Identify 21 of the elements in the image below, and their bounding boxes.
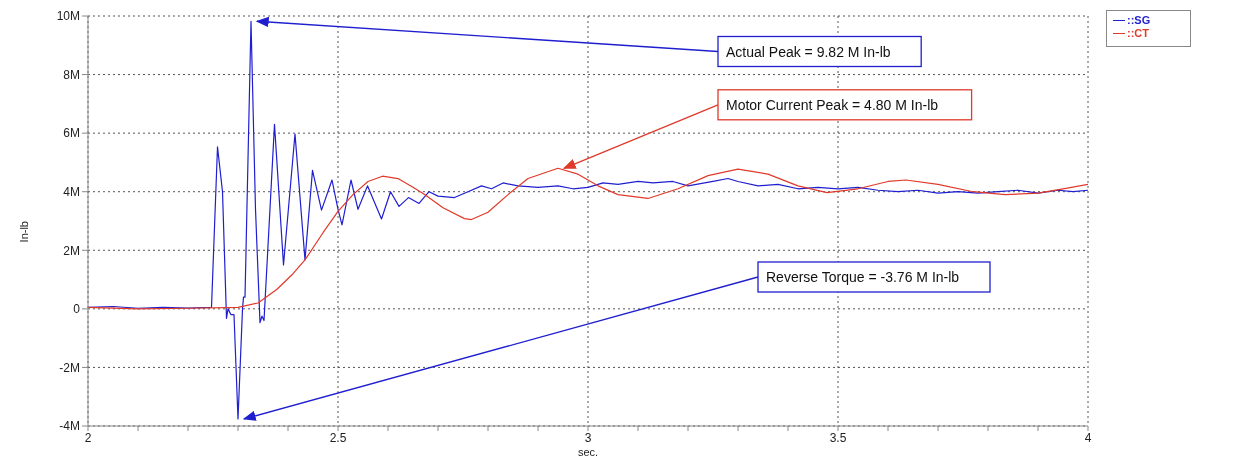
annotation: Reverse Torque = -3.76 M In-lb bbox=[766, 269, 960, 285]
x-axis-title: sec. bbox=[577, 445, 599, 458]
y-tick-label: -4M bbox=[59, 419, 80, 434]
y-tick-label: 10M bbox=[56, 9, 80, 24]
legend-label: ::SG bbox=[1127, 14, 1151, 27]
y-tick-label: -2M bbox=[59, 360, 80, 375]
annotation: Actual Peak = 9.82 M In-lb bbox=[726, 43, 891, 60]
y-tick-label: 2M bbox=[63, 243, 80, 258]
y-tick-label: 8M bbox=[63, 67, 80, 82]
x-tick-label: 3.5 bbox=[829, 430, 847, 445]
y-axis-title: In-lb bbox=[17, 221, 30, 243]
legend-label: ::CT bbox=[1127, 27, 1149, 40]
x-tick-label: 2 bbox=[84, 430, 92, 445]
y-tick-label: 4M bbox=[63, 184, 80, 199]
y-tick-label: 6M bbox=[63, 126, 80, 141]
y-tick-label: 0 bbox=[73, 302, 81, 317]
x-tick-label: 4 bbox=[1084, 430, 1092, 445]
line-series bbox=[88, 167, 1088, 310]
x-tick-label: 3 bbox=[584, 430, 592, 445]
annotation: Motor Current Peak = 4.80 M In-lb bbox=[726, 96, 939, 113]
x-tick-label: 2.5 bbox=[329, 430, 347, 445]
